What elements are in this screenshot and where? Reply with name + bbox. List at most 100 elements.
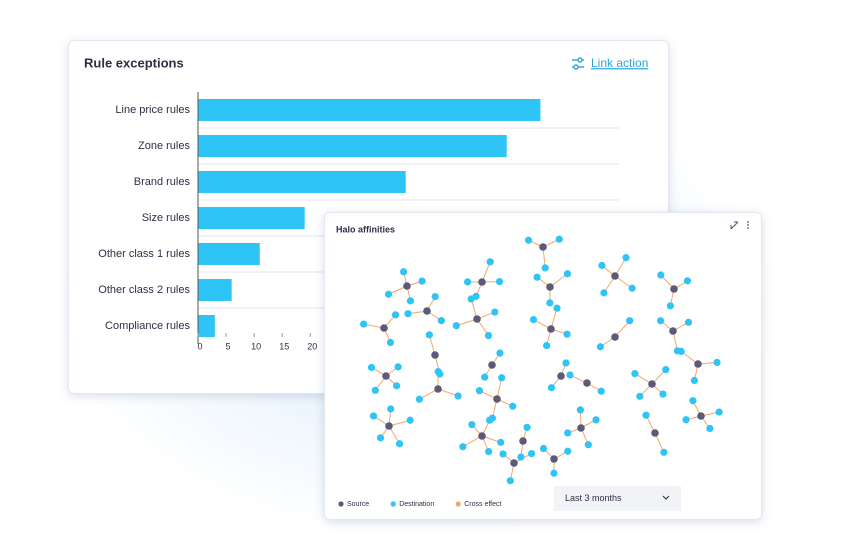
destination-node xyxy=(597,387,605,395)
x-tick-label: 15 xyxy=(279,341,289,351)
source-node xyxy=(493,395,501,403)
y-tick-label: Other class 1 rules xyxy=(98,248,190,260)
source-node xyxy=(519,437,527,445)
destination-node xyxy=(596,343,605,351)
destination-node xyxy=(386,338,395,347)
source-node xyxy=(648,380,656,388)
destination-node xyxy=(683,277,692,285)
destination-node xyxy=(506,477,514,485)
destination-node xyxy=(496,349,504,357)
destination-node xyxy=(463,278,472,286)
dropdown[interactable]: Last 3 months xyxy=(554,486,681,511)
destination-node xyxy=(395,440,404,448)
destination-node xyxy=(563,330,571,338)
source-node xyxy=(510,459,518,467)
destination-node xyxy=(475,387,484,395)
destination-node xyxy=(486,258,494,266)
destination-node xyxy=(404,310,412,318)
destination-node xyxy=(598,261,606,270)
destination-node xyxy=(481,373,489,381)
menu-icon[interactable] xyxy=(747,221,749,229)
bar xyxy=(198,135,507,157)
y-tick-label: Size rules xyxy=(142,212,191,224)
link-text[interactable]: Link action xyxy=(591,56,648,70)
destination-node xyxy=(622,254,630,262)
destination-node xyxy=(547,384,556,392)
destination-node xyxy=(533,273,541,281)
destination-node xyxy=(592,416,600,424)
destination-node xyxy=(684,318,693,326)
destination-node xyxy=(715,408,723,416)
destination-node xyxy=(498,374,506,382)
source-node xyxy=(434,385,442,393)
source-node xyxy=(697,412,705,420)
legend-label: Cross effect xyxy=(464,501,501,508)
destination-node xyxy=(555,235,563,243)
destination-node xyxy=(394,363,402,371)
source-node xyxy=(380,324,388,332)
destination-node xyxy=(495,277,504,286)
destination-node xyxy=(467,295,475,303)
dropdown-box[interactable] xyxy=(554,486,681,511)
legend-swatch xyxy=(390,501,396,507)
destination-node xyxy=(642,411,650,419)
y-tick-label: Line price rules xyxy=(115,104,190,116)
destination-node xyxy=(406,297,415,305)
destination-node xyxy=(706,424,714,433)
dropdown-text[interactable]: Last 3 months xyxy=(565,493,622,503)
destination-node xyxy=(682,416,690,424)
source-node xyxy=(669,327,677,335)
destination-node xyxy=(459,443,467,451)
bar xyxy=(198,315,215,337)
destination-node xyxy=(689,397,697,405)
destination-node xyxy=(546,299,554,307)
destination-node xyxy=(657,271,665,279)
halo-card: Halo affinities Last 3 months Source Dest… xyxy=(324,212,762,520)
expand-icon[interactable] xyxy=(730,221,739,230)
bar xyxy=(198,243,260,265)
source-node xyxy=(478,278,486,286)
destination-node xyxy=(454,392,462,400)
link-icon xyxy=(572,57,584,70)
legend-swatch xyxy=(338,501,344,507)
destination-node xyxy=(550,469,558,477)
destination-node xyxy=(491,308,499,316)
destination-node xyxy=(553,304,561,312)
destination-node xyxy=(484,331,493,340)
card-title: Halo affinities xyxy=(336,224,395,234)
destination-node xyxy=(376,434,385,442)
source-node xyxy=(577,424,585,432)
y-tick-label: Brand rules xyxy=(134,176,191,188)
destination-node xyxy=(713,358,721,367)
source-node xyxy=(557,372,565,380)
source-node xyxy=(431,351,439,359)
destination-node xyxy=(524,236,533,244)
destination-node xyxy=(431,292,439,301)
destination-node xyxy=(564,447,572,455)
destination-node xyxy=(636,392,644,400)
y-tick-label: Other class 2 rules xyxy=(98,284,190,296)
source-node xyxy=(547,325,555,333)
x-tick-label: 5 xyxy=(226,341,231,351)
bar-chart: Rule exceptions Link action Line price r… xyxy=(84,55,648,351)
source-node xyxy=(546,283,554,291)
destination-node xyxy=(391,311,400,319)
bar xyxy=(198,279,232,301)
destination-node xyxy=(523,423,531,431)
destination-node xyxy=(371,386,379,394)
destination-node xyxy=(517,453,525,461)
destination-node xyxy=(690,376,698,385)
destination-node xyxy=(509,402,517,410)
source-node xyxy=(423,307,431,315)
destination-node xyxy=(600,289,608,297)
source-node xyxy=(651,429,659,437)
network-diagram: Halo affinities Last 3 months Source Dest… xyxy=(336,221,749,511)
bar xyxy=(198,99,541,121)
link-action[interactable]: Link action xyxy=(572,56,648,70)
destination-node xyxy=(425,331,433,339)
x-tick-label: 10 xyxy=(251,341,261,351)
source-node xyxy=(611,333,619,341)
destination-node xyxy=(666,302,674,310)
destination-node xyxy=(400,268,408,276)
destination-node xyxy=(434,368,442,376)
